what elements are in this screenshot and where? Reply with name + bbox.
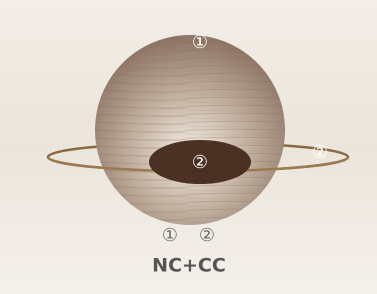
wood-grain: [95, 35, 285, 225]
page: ① ② ② ① ② NC+CC (() => { const data = JS…: [0, 0, 377, 294]
marker: ①: [192, 32, 208, 53]
marker: ②: [312, 142, 328, 163]
marker: ②: [192, 152, 208, 173]
caption: NC+CC: [152, 255, 226, 277]
marker: ①: [162, 225, 178, 246]
marker: ②: [199, 225, 215, 246]
product-image: ① ② ② ① ② NC+CC: [0, 0, 377, 294]
